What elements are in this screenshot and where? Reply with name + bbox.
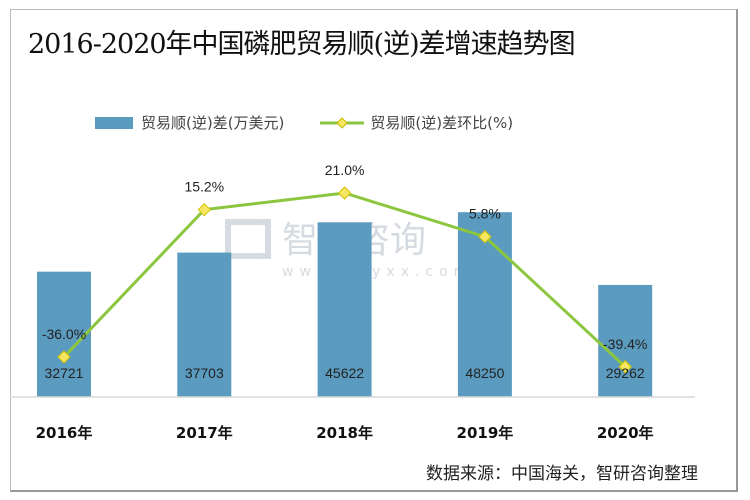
x-tick-label: 2018年 (316, 424, 373, 442)
legend-line-swatch (320, 116, 365, 129)
bar-value-label: 29262 (606, 365, 645, 381)
bar (37, 271, 91, 397)
legend-label: 贸易顺(逆)差环比(%) (370, 114, 514, 132)
line-point (337, 186, 352, 200)
bar (317, 222, 372, 397)
bar-value-label: 37703 (185, 365, 224, 381)
x-tick-label: 2020年 (597, 424, 654, 442)
bar-value-label: 48250 (465, 365, 504, 381)
x-tick-label: 2016年 (36, 424, 93, 442)
x-tick-label: 2017年 (176, 424, 233, 442)
line-point (618, 360, 632, 374)
bar-value-label: 32721 (45, 365, 84, 381)
x-tick-label: 2019年 (457, 424, 514, 442)
chart-frame (10, 9, 738, 492)
chart-title: 2016-2020年中国磷肥贸易顺(逆)差增速趋势图 (28, 29, 576, 60)
legend-label: 贸易顺(逆)差(万美元) (141, 114, 285, 132)
bar (177, 252, 232, 397)
bar (598, 284, 653, 397)
line-point (478, 230, 492, 244)
legend-item-line: 贸易顺(逆)差环比(%) (320, 112, 513, 133)
watermark-logo (225, 219, 271, 259)
line-value-label: 5.8% (469, 206, 501, 222)
legend-bar-swatch (95, 116, 133, 129)
source-note: 数据来源：中国海关，智研咨询整理 (426, 464, 698, 484)
line-point (197, 202, 212, 217)
line-value-label: 15.2% (184, 179, 224, 195)
line-point (57, 350, 71, 364)
watermark-url: www.chyxx.com (282, 264, 473, 280)
line-value-label: -36.0% (42, 326, 86, 342)
bar-value-label: 45622 (325, 365, 364, 381)
line-value-label: 21.0% (325, 162, 365, 178)
line-value-label: -39.4% (603, 336, 647, 352)
legend: 贸易顺(逆)差(万美元) 贸易顺(逆)差环比(%) (95, 112, 549, 133)
legend-item-bar: 贸易顺(逆)差(万美元) (95, 112, 284, 133)
